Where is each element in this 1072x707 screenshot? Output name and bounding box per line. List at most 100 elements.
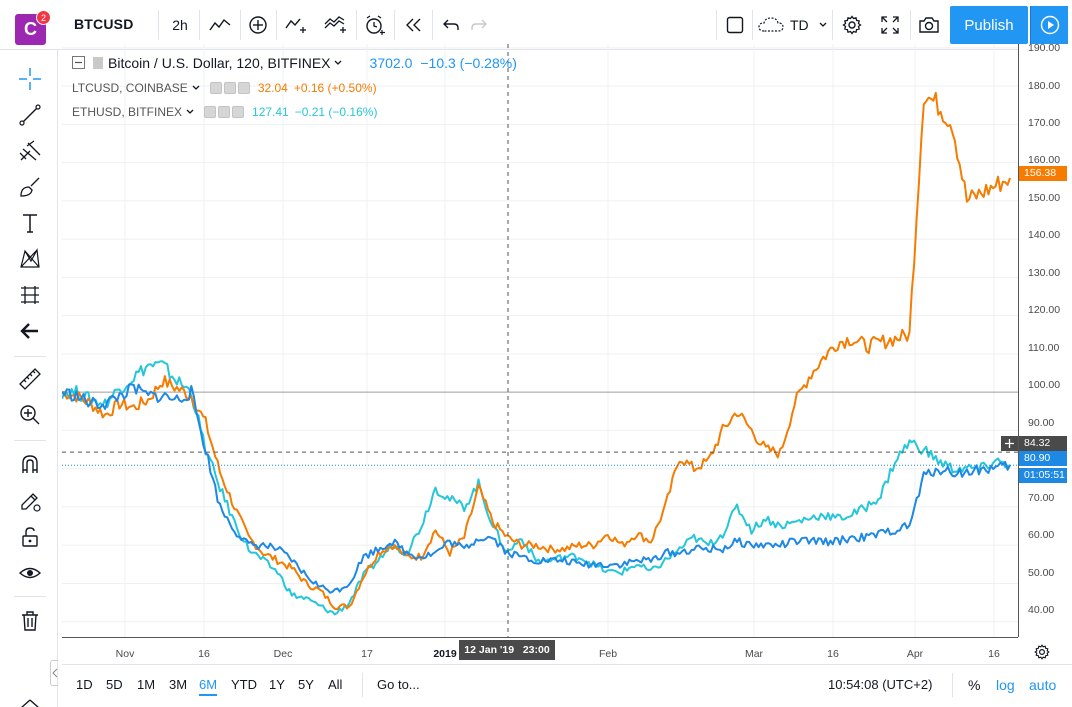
time-tick-label: Feb xyxy=(598,648,618,660)
chevron-down-icon xyxy=(819,22,827,27)
chart-legend: Bitcoin / U.S. Dollar, 120, BITFINEX 370… xyxy=(72,52,517,124)
series-change: −0.21 (−0.16%) xyxy=(294,105,378,119)
bar-replay-icon[interactable] xyxy=(400,6,428,44)
divider xyxy=(14,356,46,357)
publish-button[interactable]: Publish xyxy=(950,6,1028,44)
ltc-last-price-label: 156.38 xyxy=(1019,166,1067,181)
range-button[interactable]: 1D xyxy=(76,677,93,692)
redo-icon[interactable] xyxy=(466,6,492,44)
camera-icon[interactable] xyxy=(914,6,944,44)
auto-scale-toggle[interactable]: auto xyxy=(1029,677,1057,693)
indicators-icon[interactable] xyxy=(282,6,312,44)
price-tick-label: 190.00 xyxy=(1028,42,1061,54)
legend-row-eth[interactable]: ETHUSD, BITFINEX 127.41 −0.21 (−0.16%) xyxy=(72,100,517,124)
zoom-in-icon[interactable] xyxy=(17,402,43,428)
price-tick-label: 140.00 xyxy=(1028,229,1061,241)
price-tick-label: 110.00 xyxy=(1028,342,1060,354)
alert-clock-icon[interactable] xyxy=(360,6,390,44)
brush-icon[interactable] xyxy=(17,174,43,200)
lock-icon[interactable] xyxy=(17,524,43,550)
price-tick-label: 120.00 xyxy=(1028,304,1061,316)
price-tick-label: 90.00 xyxy=(1028,417,1055,429)
series-value: 127.41 xyxy=(252,105,289,119)
interval-selector[interactable]: 2h xyxy=(172,17,188,33)
price-axis[interactable]: 190.00 180.00 170.00 160.00 150.00 140.00 130.… xyxy=(1018,42,1072,637)
price-tick-label: 40.00 xyxy=(1028,604,1055,616)
range-button[interactable]: 3M xyxy=(169,677,188,692)
undo-icon[interactable] xyxy=(438,6,464,44)
trendline-icon[interactable] xyxy=(17,102,43,128)
divider xyxy=(952,673,953,697)
crosshair-time-label: 12 Jan '19 23:00 xyxy=(459,640,555,660)
flag-icon xyxy=(93,57,103,69)
time-tick-label: Nov xyxy=(115,648,135,660)
trash-icon[interactable] xyxy=(17,608,43,634)
series-line-ltcusd[interactable] xyxy=(62,91,1011,611)
price-tick-label: 150.00 xyxy=(1028,192,1061,204)
eye-icon[interactable] xyxy=(17,560,43,586)
divider xyxy=(14,596,46,597)
clock-timezone[interactable]: 10:54:08 (UTC+2) xyxy=(828,677,933,692)
visibility-icon[interactable] xyxy=(209,82,222,94)
bottom-toolbar: 1D 5D 1M 3M 6M YTD 1Y 5Y All Go to... 10:54:08 (… xyxy=(62,664,1072,707)
back-arrow-icon[interactable] xyxy=(17,318,43,344)
price-tick-label: 130.00 xyxy=(1028,267,1061,279)
main-series-legend[interactable]: Bitcoin / U.S. Dollar, 120, BITFINEX 370… xyxy=(72,52,517,74)
range-button[interactable]: 6M xyxy=(199,677,218,696)
range-button[interactable]: 5D xyxy=(106,677,123,692)
compare-add-icon[interactable] xyxy=(244,6,272,44)
chart-overlay xyxy=(62,44,1018,637)
series-line-btcusd[interactable] xyxy=(62,383,1011,594)
range-button[interactable]: 1M xyxy=(137,677,156,692)
range-button[interactable]: 1Y xyxy=(269,677,285,692)
series-name: ETHUSD, BITFINEX xyxy=(72,105,183,119)
price-tick-label: 100.00 xyxy=(1028,379,1061,391)
range-button[interactable]: All xyxy=(328,677,343,692)
crosshair-icon[interactable] xyxy=(17,66,43,92)
time-tick-label: 16 xyxy=(988,648,1000,660)
log-scale-toggle[interactable]: log xyxy=(996,677,1015,693)
price-tick-label: 70.00 xyxy=(1028,492,1055,504)
remove-icon[interactable] xyxy=(232,106,245,118)
settings-icon[interactable] xyxy=(223,82,236,94)
collapse-toolbar-handle[interactable] xyxy=(50,660,58,686)
time-tick-label: 16 xyxy=(198,648,210,660)
range-button[interactable]: YTD xyxy=(231,677,257,692)
percent-scale-toggle[interactable]: % xyxy=(968,677,981,693)
chart-settings-gear-icon[interactable] xyxy=(1030,642,1054,662)
ruler-icon[interactable] xyxy=(17,366,43,392)
play-icon[interactable] xyxy=(1030,6,1068,44)
add-alert-icon[interactable] xyxy=(1001,436,1018,451)
chart-pane[interactable] xyxy=(62,44,1018,637)
legend-row-ltc[interactable]: LTCUSD, COINBASE 32.04 +0.16 (+0.50%) xyxy=(72,76,517,100)
financials-icon[interactable] xyxy=(320,6,352,44)
layout-selector[interactable]: TD xyxy=(758,6,828,44)
prediction-icon[interactable] xyxy=(17,282,43,308)
visibility-icon[interactable] xyxy=(204,106,217,118)
notification-badge: 2 xyxy=(36,10,51,25)
magnet-icon[interactable] xyxy=(17,452,43,478)
series-layer xyxy=(62,91,1011,616)
pitchfork-icon[interactable] xyxy=(17,138,43,164)
maximize-icon[interactable] xyxy=(876,6,904,44)
series-line-ethusd[interactable] xyxy=(62,360,1011,616)
text-tool-icon[interactable] xyxy=(17,210,43,236)
divider xyxy=(432,10,433,40)
pattern-icon[interactable] xyxy=(17,246,43,272)
cloud-icon xyxy=(758,17,784,32)
settings-icon[interactable] xyxy=(218,106,231,118)
stay-drawing-icon[interactable] xyxy=(17,488,43,514)
time-tick-label: 2019 xyxy=(433,648,457,660)
fullscreen-layout-icon[interactable] xyxy=(722,6,748,44)
remove-icon[interactable] xyxy=(237,82,250,94)
range-button[interactable]: 5Y xyxy=(298,677,314,692)
diamond-icon[interactable] xyxy=(17,692,43,707)
goto-date-button[interactable]: Go to... xyxy=(377,677,420,692)
gear-icon[interactable] xyxy=(838,6,866,44)
collapse-legend-icon[interactable] xyxy=(72,56,86,70)
chart-style-icon[interactable] xyxy=(204,6,236,44)
symbol-search[interactable]: BTCUSD xyxy=(74,16,134,32)
divider xyxy=(910,10,911,40)
divider xyxy=(356,10,357,40)
crosshair-price-label: 84.32 xyxy=(1019,436,1067,451)
